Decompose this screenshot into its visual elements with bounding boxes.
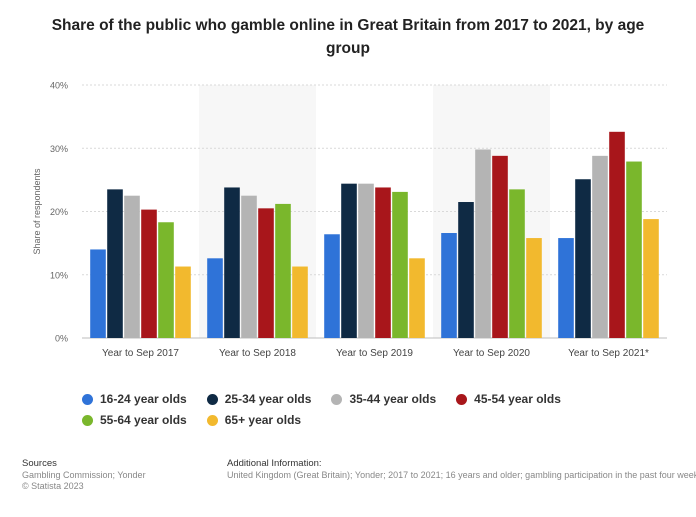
sources-label: Sources bbox=[22, 458, 57, 469]
bar bbox=[592, 155, 608, 338]
legend-swatch bbox=[206, 414, 218, 426]
legend-item[interactable]: 65+ year olds bbox=[206, 413, 302, 427]
additional-info-label: Additional Information: bbox=[227, 458, 322, 469]
y-tick-label: 40% bbox=[50, 81, 68, 91]
legend-label: 55-64 year olds bbox=[100, 413, 187, 427]
legend-label: 16-24 year olds bbox=[100, 392, 187, 406]
bar bbox=[158, 222, 174, 338]
chart-title: Share of the public who gamble online in… bbox=[51, 17, 645, 57]
y-tick-label: 30% bbox=[50, 144, 68, 154]
bar bbox=[475, 149, 491, 338]
legend-item[interactable]: 25-34 year olds bbox=[206, 392, 312, 406]
bar bbox=[141, 209, 157, 338]
x-tick-label: Year to Sep 2017 bbox=[102, 348, 179, 359]
bar bbox=[441, 233, 457, 338]
legend-swatch bbox=[331, 393, 343, 405]
bar bbox=[375, 187, 391, 338]
bar bbox=[241, 195, 257, 338]
legend-swatch bbox=[82, 414, 93, 426]
legend-label: 25-34 year olds bbox=[224, 392, 312, 406]
bar bbox=[124, 195, 140, 338]
bar bbox=[341, 183, 357, 338]
bar bbox=[207, 258, 223, 338]
legend-item[interactable]: 45-54 year olds bbox=[456, 392, 561, 406]
bar bbox=[626, 161, 642, 338]
legend-swatch bbox=[456, 393, 468, 405]
x-tick-label: Year to Sep 2021* bbox=[568, 348, 649, 359]
bar bbox=[292, 266, 308, 338]
bar bbox=[643, 219, 659, 338]
bar bbox=[175, 266, 191, 338]
legend-label: 65+ year olds bbox=[224, 413, 302, 427]
legend-swatch bbox=[206, 393, 218, 405]
x-tick-label: Year to Sep 2018 bbox=[219, 348, 296, 359]
bar bbox=[575, 179, 591, 338]
bar bbox=[258, 208, 274, 338]
legend-swatch bbox=[82, 393, 93, 405]
x-tick-label: Year to Sep 2019 bbox=[336, 348, 413, 359]
legend-item[interactable]: 55-64 year olds bbox=[82, 413, 187, 427]
y-tick-label: 10% bbox=[50, 270, 68, 280]
bar bbox=[492, 155, 508, 338]
legend-item[interactable]: 35-44 year olds bbox=[331, 392, 436, 406]
bar bbox=[275, 203, 291, 338]
bar bbox=[526, 238, 542, 338]
bar bbox=[358, 183, 374, 338]
footer-sources: Sources Gambling Commission; Yonder © St… bbox=[22, 458, 146, 493]
y-axis-title: Share of respondents bbox=[32, 168, 42, 255]
legend-label: 35-44 year olds bbox=[349, 392, 437, 406]
bar bbox=[90, 249, 106, 338]
chart-legend: 16-24 year olds 25-34 year olds 35-44 year… bbox=[82, 392, 642, 427]
bar bbox=[324, 234, 340, 338]
footer-additional-info: Additional Information: United Kingdom (… bbox=[227, 458, 696, 481]
bar bbox=[107, 189, 123, 338]
bar bbox=[509, 189, 525, 338]
legend-item[interactable]: 16-24 year olds bbox=[82, 392, 187, 406]
y-tick-label: 0% bbox=[55, 334, 68, 344]
sources-text[interactable]: Gambling Commission; Yonder bbox=[22, 469, 146, 480]
bar bbox=[392, 191, 408, 338]
bar bbox=[609, 131, 625, 338]
bar bbox=[458, 202, 474, 338]
bar bbox=[409, 258, 425, 338]
bar bbox=[558, 238, 574, 338]
additional-info-text: United Kingdom (Great Britain); Yonder; … bbox=[227, 469, 696, 480]
legend-label: 45-54 year olds bbox=[474, 392, 561, 406]
x-tick-label: Year to Sep 2020 bbox=[453, 348, 530, 359]
copyright-text[interactable]: © Statista 2023 bbox=[22, 481, 84, 491]
y-tick-label: 20% bbox=[50, 207, 68, 217]
bar bbox=[224, 187, 240, 338]
